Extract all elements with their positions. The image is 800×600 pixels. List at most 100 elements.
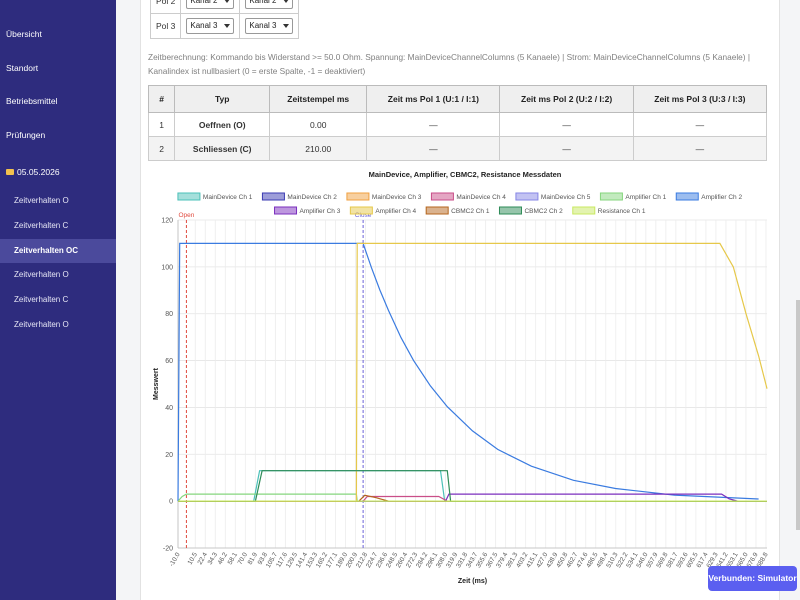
legend-label[interactable]: Amplifier Ch 1	[625, 194, 666, 201]
connection-status[interactable]: Verbunden: Simulator	[708, 566, 797, 591]
chart: MainDevice, Amplifier, CBMC2, Resistance…	[153, 170, 770, 585]
table-cell: —	[632, 136, 768, 161]
legend-item: MainDevice Ch 1	[177, 192, 253, 201]
y-tick-label: 100	[161, 264, 173, 271]
pole-cell: Kanal 3	[180, 13, 241, 39]
channel-select[interactable]: Kanal 3	[186, 18, 235, 34]
sub-item[interactable]: Zeitverhalten C	[14, 295, 69, 305]
table-cell: —	[499, 136, 634, 161]
table-cell: 210.00	[269, 136, 368, 161]
legend-swatch	[430, 192, 454, 201]
sub-item[interactable]: Zeitverhalten O	[14, 196, 69, 205]
table-cell: —	[366, 136, 501, 161]
legend-label[interactable]: MainDevice Ch 1	[203, 194, 253, 201]
active-highlight	[0, 238, 116, 263]
legend-item: Amplifier Ch 2	[675, 192, 742, 201]
sub-item[interactable]: Zeitverhalten O	[14, 320, 69, 329]
legend-item: MainDevice Ch 5	[515, 192, 591, 201]
pole-cell: Kanal 3	[239, 13, 300, 39]
channel-select[interactable]: Kanal 2	[186, 0, 235, 9]
nav-item[interactable]: Standort	[6, 62, 39, 73]
results-table: # Typ Zeitstempel ms Zeit ms Pol 1 (U:1 / I…	[147, 85, 768, 161]
y-axis-title: Messwert	[153, 367, 160, 400]
legend-label[interactable]: CBMC2 Ch 2	[524, 208, 563, 215]
x-tick-label: -10.0	[168, 551, 182, 568]
folder-label[interactable]: 05.05.2026	[17, 167, 60, 177]
sub-item[interactable]: Zeitverhalten OC	[14, 245, 79, 255]
channel-select[interactable]: Kanal 2	[245, 0, 294, 9]
sidebar: Übersicht Standort Betriebsmittel Prüfungen…	[0, 0, 116, 600]
pole-row: Pol 3 Kanal 3 Kanal 3	[149, 13, 300, 39]
legend-item: MainDevice Ch 3	[346, 192, 422, 201]
y-tick-label: 80	[165, 311, 173, 318]
chart-title: MainDevice, Amplifier, CBMC2, Resistance…	[369, 170, 562, 179]
legend-swatch	[599, 192, 623, 201]
legend-swatch	[349, 206, 373, 215]
legend-label[interactable]: MainDevice Ch 5	[541, 194, 591, 201]
table-cell: 0.00	[269, 112, 368, 137]
table-cell: —	[632, 112, 768, 137]
series-line	[178, 495, 767, 502]
legend-item: Resistance Ch 1	[572, 206, 646, 215]
table-row: 1 Oeffnen (O) 0.00— — —	[147, 112, 768, 137]
nav-item[interactable]: Betriebsmittel	[6, 96, 58, 106]
series-line	[178, 242, 768, 502]
annotation-label: Open	[178, 212, 194, 219]
annotation-label: Close	[355, 212, 372, 219]
header-cell: Zeit ms Pol 1 (U:1 / I:1)	[366, 85, 501, 113]
legend-label[interactable]: Amplifier Ch 2	[701, 194, 742, 201]
pole-cell: Pol 3	[149, 13, 182, 39]
legend-label[interactable]: Amplifier Ch 4	[375, 208, 416, 215]
series-line	[177, 242, 759, 502]
sub-item[interactable]: Zeitverhalten O	[14, 270, 69, 280]
y-tick-label: 20	[165, 452, 173, 459]
x-axis-title: Zeit (ms)	[458, 578, 487, 585]
calculation-note: Zeitberechnung: Kommando bis Widerstand …	[148, 52, 751, 76]
legend-swatch	[274, 206, 298, 215]
legend-label[interactable]: MainDevice Ch 4	[456, 194, 506, 201]
folder-icon	[6, 169, 14, 175]
y-tick-label: -20	[163, 546, 173, 553]
table-cell: Oeffnen (O)	[174, 112, 271, 137]
legend-swatch	[675, 192, 699, 201]
legend-swatch	[515, 192, 539, 201]
scrollbar	[796, 300, 800, 530]
legend-item: CBMC2 Ch 1	[425, 206, 490, 215]
sub-item[interactable]: Zeitverhalten C	[14, 220, 69, 230]
channel-select[interactable]: Kanal 3	[245, 18, 294, 34]
legend-item: Amplifier Ch 4	[349, 206, 417, 215]
header-row: # Typ Zeitstempel ms Zeit ms Pol 1 (U:1 / I…	[147, 85, 768, 113]
header-cell: Zeitstempel ms	[269, 85, 368, 113]
pole-table: Pol 2 Kanal 2 Kanal 2 Pol 3 Kanal 3 Kanal 3	[149, 0, 300, 39]
legend-item: Amplifier Ch 1	[599, 192, 667, 201]
legend-swatch	[498, 206, 522, 215]
y-tick-label: 0	[169, 499, 173, 506]
table-cell: Schliessen (C)	[174, 136, 271, 161]
legend-label[interactable]: Amplifier Ch 3	[300, 208, 341, 215]
nav-item[interactable]: Prüfungen	[6, 129, 46, 140]
nav-item[interactable]: Übersicht	[6, 29, 42, 39]
y-tick-label: 120	[161, 218, 173, 225]
pole-row: Pol 2 Kanal 2 Kanal 2	[149, 0, 300, 14]
table-row: 2 Schliessen (C) 210.00— — —	[147, 136, 768, 161]
table-cell: —	[366, 112, 501, 137]
pole-cell: Kanal 2	[180, 0, 241, 14]
header-cell: Typ	[174, 85, 271, 113]
legend-swatch	[346, 192, 370, 201]
series-line	[178, 470, 767, 502]
legend-label[interactable]: Resistance Ch 1	[598, 208, 646, 215]
header-cell: #	[147, 85, 176, 113]
legend-swatch	[177, 192, 201, 201]
y-tick-label: 60	[165, 358, 173, 365]
legend-swatch	[572, 206, 596, 215]
legend-swatch	[425, 206, 449, 215]
y-tick-label: 40	[165, 405, 173, 412]
series-line	[178, 494, 767, 502]
series-line	[178, 470, 767, 502]
legend-label[interactable]: MainDevice Ch 2	[287, 194, 337, 201]
legend-label[interactable]: CBMC2 Ch 1	[451, 208, 490, 215]
header-cell: Zeit ms Pol 2 (U:2 / I:2)	[499, 85, 634, 113]
header-cell: Zeit ms Pol 3 (U:3 / I:3)	[632, 85, 768, 113]
legend-label[interactable]: MainDevice Ch 3	[372, 194, 422, 201]
